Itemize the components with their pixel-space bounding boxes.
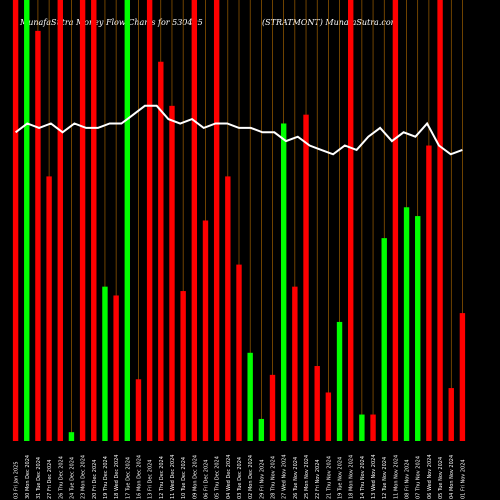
bar-red xyxy=(180,291,186,441)
bar-red xyxy=(292,286,298,441)
bar-red xyxy=(303,114,309,441)
x-tick-label: 08 Fri Nov 2024 xyxy=(405,459,411,499)
x-tick-label: 16 Mon Dec 2024 xyxy=(136,455,142,499)
x-tick-label: 07 Thu Nov 2024 xyxy=(416,456,422,499)
x-tick-label: 03 Tue Dec 2024 xyxy=(237,457,243,499)
bars xyxy=(12,0,466,442)
x-tick-label: 01 Fri Nov 2024 xyxy=(460,459,466,499)
x-tick-label: 18 Mon Nov 2024 xyxy=(349,455,355,499)
x-tick-label: 10 Tue Dec 2024 xyxy=(181,457,187,499)
bar-green xyxy=(124,0,130,441)
bar-green xyxy=(403,207,410,441)
x-axis-labels: 03 Fri Jan 2025 30 Mon Dec 2024 31 Tue Dec… xyxy=(14,454,467,499)
trend-line xyxy=(14,104,463,156)
bar-green xyxy=(359,414,365,441)
x-tick-label: 06 Fri Dec 2024 xyxy=(203,460,209,500)
x-tick-label: 06 Wed Nov 2024 xyxy=(427,454,433,499)
x-tick-label: 26 Tue Nov 2024 xyxy=(293,457,299,499)
x-tick-label: 09 Mon Dec 2024 xyxy=(192,455,198,499)
x-tick-label: 25 Mon Nov 2024 xyxy=(304,455,310,499)
bar-red xyxy=(79,0,86,441)
bar-red xyxy=(269,374,276,441)
bar-green xyxy=(258,418,265,441)
bar-red xyxy=(146,0,153,441)
bar-red xyxy=(225,176,231,441)
bar-green xyxy=(415,216,421,441)
bar-red xyxy=(213,0,220,441)
bar-red xyxy=(46,176,52,441)
bar-red xyxy=(57,0,63,441)
x-tick-label: 12 Tue Nov 2024 xyxy=(382,457,388,499)
x-tick-label: 24 Tue Dec 2024 xyxy=(69,457,75,499)
bar-red xyxy=(348,0,354,441)
bar-red xyxy=(135,379,142,441)
x-tick-label: 28 Thu Nov 2024 xyxy=(271,456,277,499)
bar-red xyxy=(169,105,175,441)
bar-red xyxy=(191,0,198,441)
x-tick-label: 21 Thu Nov 2024 xyxy=(326,456,332,499)
bar-red xyxy=(448,388,454,441)
x-tick-label: 27 Wed Nov 2024 xyxy=(282,454,288,499)
bar-red xyxy=(113,295,119,441)
bar-red xyxy=(370,414,376,441)
bar-green xyxy=(336,321,343,441)
chart-title-right: (STRATMONT) MunafaSutra.com xyxy=(262,18,399,27)
x-tick-label: 31 Tue Dec 2024 xyxy=(36,457,42,499)
x-tick-label: 26 Thu Dec 2024 xyxy=(58,456,64,499)
x-tick-label: 20 Fri Dec 2024 xyxy=(92,460,98,500)
bar-red xyxy=(325,392,332,441)
chart-title-left: MunafaSutra Money Flow Charts for 530495 xyxy=(20,18,203,27)
x-tick-label: 03 Fri Jan 2025 xyxy=(14,461,20,499)
x-tick-label: 23 Mon Dec 2024 xyxy=(81,455,87,499)
x-tick-label: 30 Mon Dec 2024 xyxy=(25,455,31,499)
x-tick-label: 11 Wed Dec 2024 xyxy=(170,455,176,499)
bar-red xyxy=(12,0,19,441)
bar-green xyxy=(68,432,75,441)
x-tick-label: 19 Thu Dec 2024 xyxy=(103,456,109,499)
bar-green xyxy=(280,123,287,441)
bar-red xyxy=(158,61,164,442)
bar-red xyxy=(236,264,242,441)
bar-green xyxy=(102,286,108,441)
x-tick-label: 14 Thu Nov 2024 xyxy=(360,456,366,499)
x-tick-label: 02 Mon Dec 2024 xyxy=(248,455,254,499)
x-tick-label: 19 Tue Nov 2024 xyxy=(338,457,344,499)
bar-red xyxy=(91,0,97,441)
x-tick-label: 13 Wed Nov 2024 xyxy=(371,454,377,499)
x-tick-label: 05 Thu Dec 2024 xyxy=(215,456,221,499)
bar-green xyxy=(381,238,387,441)
bar-red xyxy=(392,0,399,441)
bar-red xyxy=(437,0,443,441)
money-flow-line xyxy=(14,104,463,156)
x-tick-label: 13 Fri Dec 2024 xyxy=(148,460,154,500)
x-tick-label: 04 Mon Nov 2024 xyxy=(449,455,455,499)
x-tick-label: 11 Mon Nov 2024 xyxy=(393,455,399,499)
x-tick-label: 04 Wed Dec 2024 xyxy=(226,455,232,499)
x-tick-label: 27 Fri Dec 2024 xyxy=(47,460,53,500)
bar-green xyxy=(247,352,253,441)
x-tick-label: 17 Tue Dec 2024 xyxy=(125,457,131,499)
bar-red xyxy=(314,366,320,441)
x-tick-label: 12 Thu Dec 2024 xyxy=(159,456,165,499)
bar-green xyxy=(24,0,30,441)
x-tick-label: 29 Fri Nov 2024 xyxy=(259,459,265,499)
x-tick-label: 05 Tue Nov 2024 xyxy=(438,457,444,499)
bar-red xyxy=(35,30,41,442)
x-tick-label: 18 Wed Dec 2024 xyxy=(114,455,120,499)
bar-red xyxy=(426,145,432,441)
bar-red xyxy=(202,220,209,441)
x-tick-label: 22 Fri Nov 2024 xyxy=(315,459,321,499)
bar-red xyxy=(459,313,466,441)
